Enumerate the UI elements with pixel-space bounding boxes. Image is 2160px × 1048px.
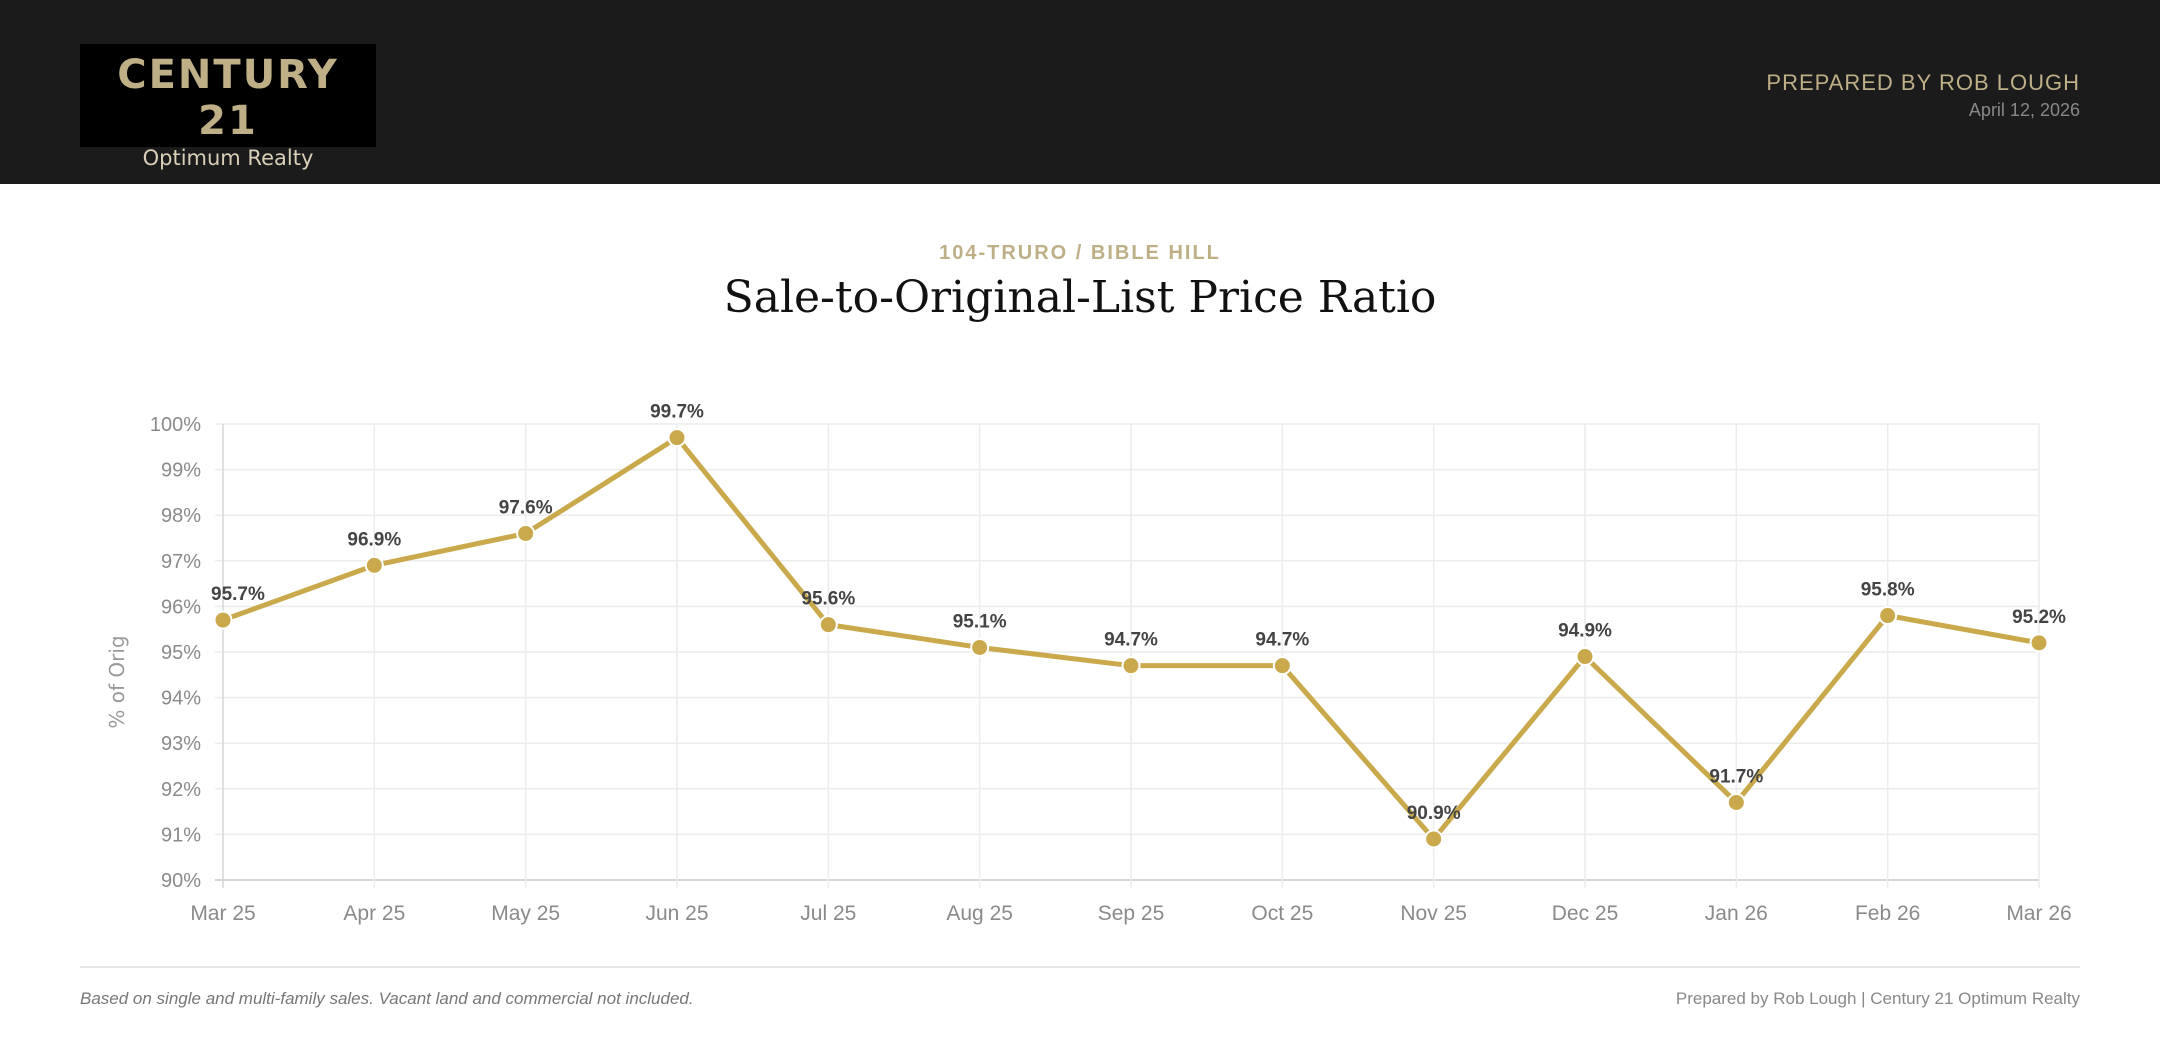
y-tick-label: 91% <box>161 824 201 846</box>
data-label: 95.8% <box>1861 580 1915 601</box>
data-label: 91.7% <box>1709 766 1763 787</box>
data-point <box>818 615 838 635</box>
x-tick-label: Dec 25 <box>1552 902 1619 925</box>
x-tick-label: May 25 <box>491 902 560 925</box>
data-label: 95.2% <box>2012 607 2066 628</box>
chart-title: Sale-to-Original-List Price Ratio <box>723 272 1437 323</box>
x-tick-label: Mar 26 <box>2006 902 2071 925</box>
x-tick-label: Apr 25 <box>343 902 405 925</box>
data-label: 97.6% <box>499 497 553 518</box>
data-point <box>2029 633 2049 653</box>
x-tick-label: Mar 25 <box>190 902 255 925</box>
x-tick-label: Aug 25 <box>946 902 1013 925</box>
y-tick-label: 96% <box>161 596 201 618</box>
data-point <box>970 637 990 657</box>
logo-brand: CENTURY 21 <box>117 52 339 144</box>
data-label: 96.9% <box>347 529 401 550</box>
footer-divider <box>80 966 2080 968</box>
x-tick-label: Jul 25 <box>800 902 856 925</box>
y-tick-label: 98% <box>161 505 201 527</box>
data-label: 90.9% <box>1407 803 1461 824</box>
data-label: 95.1% <box>953 611 1007 632</box>
data-label: 99.7% <box>650 402 704 423</box>
y-tick-label: 97% <box>161 551 201 573</box>
data-point <box>1575 647 1595 667</box>
data-label: 94.7% <box>1104 630 1158 651</box>
y-tick-label: 90% <box>161 870 201 892</box>
data-point <box>1878 606 1898 626</box>
y-tick-label: 92% <box>161 779 201 801</box>
data-label: 94.9% <box>1558 621 1612 642</box>
y-tick-label: 99% <box>161 460 201 482</box>
x-tick-label: Jun 25 <box>645 902 708 925</box>
y-tick-label: 100% <box>150 414 201 436</box>
footer-note: Based on single and multi-family sales. … <box>80 989 694 1008</box>
logo-sub: Optimum Realty <box>142 146 314 170</box>
data-point <box>1121 656 1141 676</box>
x-tick-label: Jan 26 <box>1705 902 1768 925</box>
y-tick-label: 93% <box>161 733 201 755</box>
data-point <box>1424 829 1444 849</box>
data-label: 95.6% <box>801 589 855 610</box>
x-tick-label: Feb 26 <box>1855 902 1920 925</box>
prepared-by: PREPARED BY ROB LOUGH <box>1766 70 2080 95</box>
century21-logo: CENTURY 21 Optimum Realty <box>80 44 376 170</box>
y-tick-label: 94% <box>161 688 201 710</box>
y-axis-label: % of Orig <box>105 635 129 728</box>
header-bar: CENTURY 21 Optimum Realty PREPARED BY RO… <box>0 0 2160 184</box>
x-tick-label: Sep 25 <box>1098 902 1165 925</box>
y-tick-label: 95% <box>161 642 201 664</box>
report-date: April 12, 2026 <box>1968 100 2080 120</box>
data-label: 95.7% <box>211 584 265 605</box>
data-label: 94.7% <box>1255 630 1309 651</box>
chart-subtitle: 104-TRURO / BIBLE HILL <box>939 242 1221 264</box>
data-point <box>1726 792 1746 812</box>
data-point <box>1272 656 1292 676</box>
x-tick-label: Oct 25 <box>1251 902 1313 925</box>
x-tick-label: Nov 25 <box>1400 902 1467 925</box>
data-point <box>213 610 233 630</box>
footer-credit: Prepared by Rob Lough | Century 21 Optim… <box>1675 989 2080 1008</box>
data-point <box>364 555 384 575</box>
data-point <box>667 428 687 448</box>
data-point <box>516 523 536 543</box>
